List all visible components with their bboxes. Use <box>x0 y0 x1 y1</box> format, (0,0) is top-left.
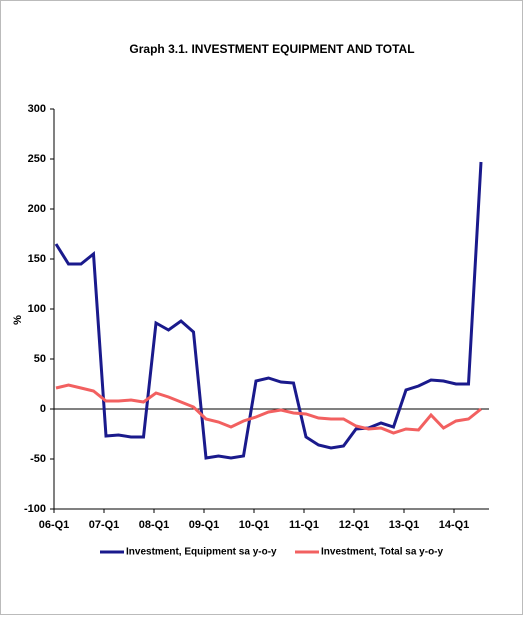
x-tick-label: 06-Q1 <box>39 519 70 531</box>
y-tick-label: -50 <box>30 453 46 465</box>
x-tick-label: 09-Q1 <box>189 519 220 531</box>
x-tick-label: 13-Q1 <box>389 519 420 531</box>
y-tick-label: 150 <box>28 253 46 265</box>
y-tick-label: 100 <box>28 303 46 315</box>
y-tick-label: -100 <box>24 503 46 515</box>
y-tick-label: 50 <box>34 353 46 365</box>
legend-label: Investment, Equipment sa y-o-y <box>126 547 277 558</box>
x-tick-label: 14-Q1 <box>439 519 470 531</box>
y-tick-label: 300 <box>28 103 46 115</box>
x-tick-label: 07-Q1 <box>89 519 120 531</box>
x-tick-label: 11-Q1 <box>289 519 319 531</box>
x-tick-label: 08-Q1 <box>139 519 170 531</box>
line <box>54 161 483 460</box>
line <box>55 383 482 435</box>
x-tick-label: 10-Q1 <box>239 519 270 531</box>
y-tick-label: 250 <box>28 153 46 165</box>
chart-title: Graph 3.1. INVESTMENT EQUIPMENT AND TOTA… <box>129 42 414 56</box>
y-axis-label: % <box>12 315 24 325</box>
legend-label: Investment, Total sa y-o-y <box>321 547 444 558</box>
x-tick-label: 12-Q1 <box>339 519 370 531</box>
y-tick-label: 0 <box>40 403 46 415</box>
y-tick-label: 200 <box>28 203 46 215</box>
